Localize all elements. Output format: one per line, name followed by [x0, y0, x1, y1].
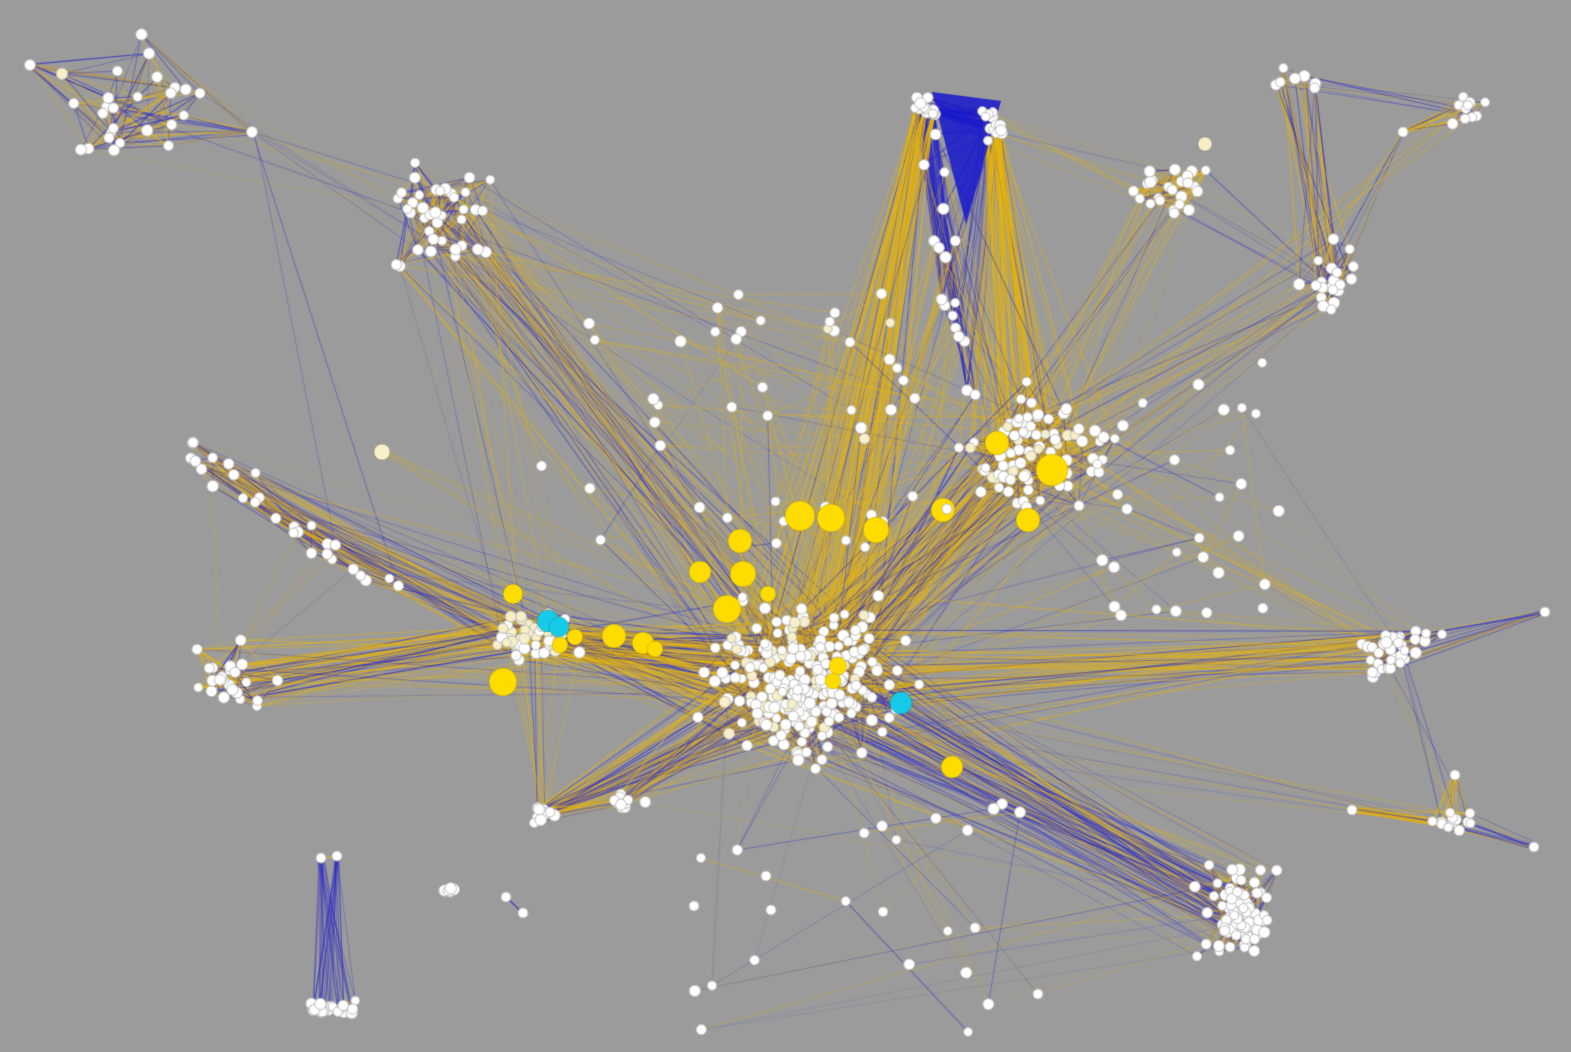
network-graph-canvas[interactable] [0, 0, 1571, 1052]
app: { "canvas": { "width": 1571, "height": 1… [0, 0, 1571, 1052]
graph-viewport[interactable] [0, 0, 1571, 1052]
